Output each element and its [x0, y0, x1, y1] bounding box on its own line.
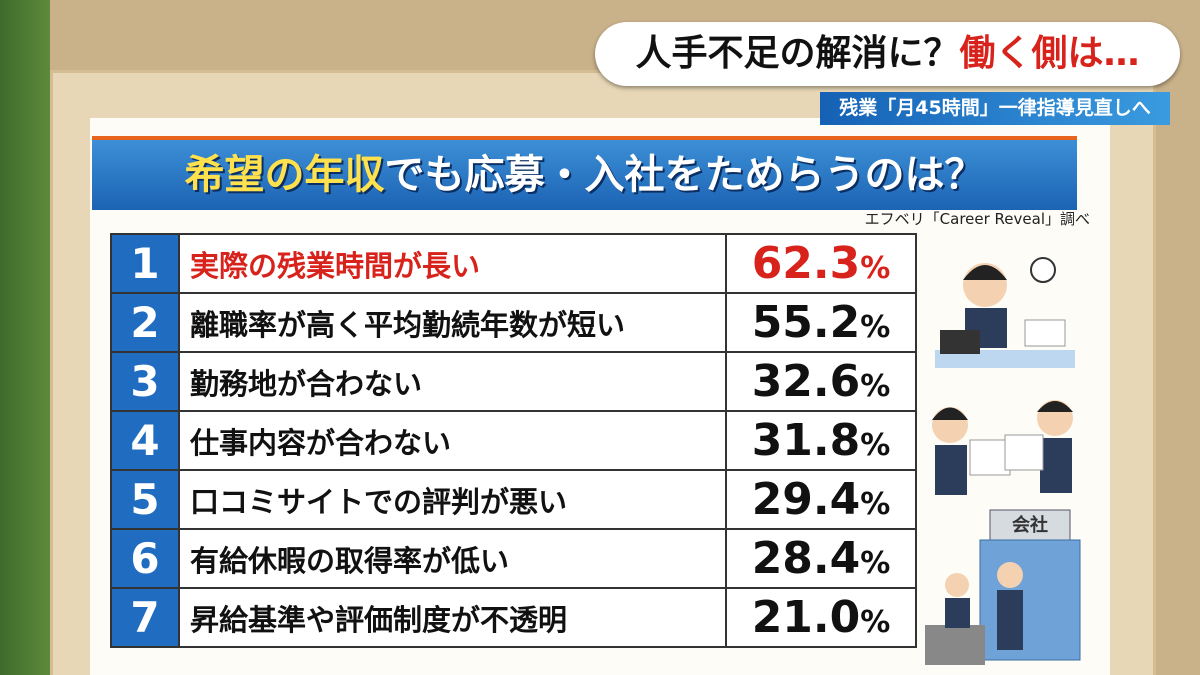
building-sign: 会社: [1012, 514, 1048, 536]
title-highlight: 希望の年収: [184, 152, 385, 198]
table-row: 5 口コミサイトでの評判が悪い 29.4%: [110, 469, 917, 530]
source: エフベリ「Career Reveal」調べ: [864, 210, 1090, 228]
table-row: 2 離職率が高く平均勤続年数が短い 55.2%: [110, 292, 917, 353]
unit: %: [860, 605, 891, 640]
reason: 口コミサイトでの評判が悪い: [178, 469, 727, 530]
value: 31.8: [751, 415, 861, 466]
illustrations: 会社: [925, 257, 1081, 665]
table-row: 6 有給休暇の取得率が低い 28.4%: [110, 528, 917, 589]
value: 62.3: [751, 238, 861, 289]
reason: 実際の残業時間が長い: [178, 233, 727, 294]
value: 55.2: [751, 297, 861, 348]
unit: %: [860, 428, 891, 463]
table-row: 1 実際の残業時間が長い 62.3%: [110, 233, 917, 294]
percentage: 29.4%: [725, 469, 917, 530]
rank: 2: [110, 292, 180, 353]
percentage: 28.4%: [725, 528, 917, 589]
percentage: 21.0%: [725, 587, 917, 648]
table-row: 4 仕事内容が合わない 31.8%: [110, 410, 917, 471]
reason: 有給休暇の取得率が低い: [178, 528, 727, 589]
unit: %: [860, 546, 891, 581]
reason: 離職率が高く平均勤続年数が短い: [178, 292, 727, 353]
title-bar: 希望の年収でも応募・入社をためらうのは？: [92, 136, 1077, 210]
rank: 1: [110, 233, 180, 294]
caption-lead: 人手不足の解消に？: [635, 33, 960, 74]
unit: %: [860, 310, 891, 345]
title-rest: でも応募・入社をためらうのは？: [384, 152, 985, 198]
rank: 5: [110, 469, 180, 530]
table-row: 3 勤務地が合わない 32.6%: [110, 351, 917, 412]
rank: 7: [110, 587, 180, 648]
rank: 6: [110, 528, 180, 589]
value: 28.4: [751, 533, 861, 584]
reason: 仕事内容が合わない: [178, 410, 727, 471]
value: 32.6: [751, 356, 861, 407]
subcaption: 残業「月45時間」一律指導見直しへ: [820, 92, 1170, 125]
rank: 3: [110, 351, 180, 412]
caption-accent: 働く側は…: [959, 33, 1140, 74]
caption: 人手不足の解消に？働く側は…: [595, 22, 1180, 86]
percentage: 55.2%: [725, 292, 917, 353]
unit: %: [860, 251, 891, 286]
unit: %: [860, 369, 891, 404]
rank: 4: [110, 410, 180, 471]
percentage: 62.3%: [725, 233, 917, 294]
reason: 昇給基準や評価制度が不透明: [178, 587, 727, 648]
percentage: 31.8%: [725, 410, 917, 471]
ranking-table: 1 実際の残業時間が長い 62.3% 2 離職率が高く平均勤続年数が短い 55.2% 3 勤務…: [110, 233, 917, 648]
table-row: 7 昇給基準や評価制度が不透明 21.0%: [110, 587, 917, 648]
reason: 勤務地が合わない: [178, 351, 727, 412]
unit: %: [860, 487, 891, 522]
value: 29.4: [751, 474, 861, 525]
value: 21.0: [751, 592, 861, 643]
percentage: 32.6%: [725, 351, 917, 412]
